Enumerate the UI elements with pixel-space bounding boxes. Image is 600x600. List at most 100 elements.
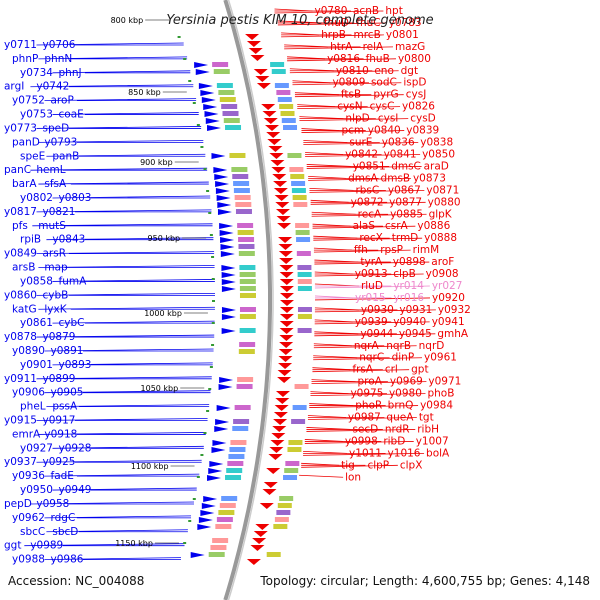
gene-label[interactable]: y0931 [399, 304, 432, 316]
gene-label[interactable]: araD [424, 160, 449, 172]
gene-label[interactable]: yr027 [432, 280, 463, 292]
gene-label[interactable]: ispD [403, 77, 426, 89]
gene-label[interactable]: proA [358, 376, 383, 388]
gene-label[interactable]: cysN [337, 101, 362, 113]
gene-label[interactable]: y0826 [402, 101, 435, 113]
gene-label[interactable]: clpB [393, 268, 416, 280]
gene-label[interactable]: nqrB [386, 340, 411, 352]
gene-label[interactable]: y0816 [327, 53, 360, 65]
gene-label[interactable]: y0842 [345, 148, 378, 160]
gene-label[interactable]: tig [341, 459, 355, 471]
gene-label[interactable]: y0899 [43, 373, 76, 385]
gene-label[interactable]: ftsB [341, 89, 361, 101]
gene-label[interactable]: y0836 [382, 137, 415, 149]
gene-label[interactable]: glpK [429, 208, 453, 220]
gene-label[interactable]: y0911 [4, 373, 37, 385]
gene-label[interactable]: y0958 [36, 498, 69, 510]
gene-label[interactable]: yr014 [393, 280, 424, 292]
gene-label[interactable]: brnQ [388, 400, 414, 412]
gene-label[interactable]: y0891 [51, 345, 84, 357]
gene-label[interactable]: dgt [401, 65, 418, 77]
gene-label[interactable]: arsR [43, 248, 67, 260]
gene-label[interactable]: dmsC [391, 160, 421, 172]
gene-label[interactable]: phoR [355, 400, 382, 412]
gene-label[interactable]: y0980 [389, 388, 422, 400]
gene-label[interactable]: y0928 [59, 442, 92, 454]
gene-label[interactable]: aroF [431, 256, 454, 268]
gene-label[interactable]: tyrA [360, 256, 383, 268]
gene-label[interactable]: rimM [413, 244, 440, 256]
gene-label[interactable]: y0879 [43, 331, 76, 343]
gene-label[interactable]: rpiB [20, 234, 41, 246]
gene-label[interactable]: y0753 [20, 109, 53, 121]
gene-label[interactable]: fhuD [324, 17, 349, 29]
gene-label[interactable]: y0838 [420, 137, 453, 149]
gene-label[interactable]: y0932 [438, 304, 471, 316]
gene-label[interactable]: y0913 [355, 268, 388, 280]
gene-label[interactable]: y0905 [51, 387, 84, 399]
gene-label[interactable]: y0841 [384, 148, 417, 160]
gene-label[interactable]: gmhA [437, 328, 469, 340]
gene-label[interactable]: y0780 [314, 5, 347, 17]
gene-label[interactable]: phoB [427, 388, 454, 400]
gene-label[interactable]: y0893 [59, 359, 92, 371]
gene-label[interactable]: phnP [12, 53, 38, 65]
gene-label[interactable]: cysI [378, 113, 399, 125]
gene-label[interactable]: nqrD [419, 340, 445, 352]
gene-label[interactable]: y0810 [336, 65, 369, 77]
gene-label[interactable]: emrA [12, 428, 41, 440]
gene-label[interactable]: rbsC [355, 184, 379, 196]
gene-label[interactable]: gpt [411, 364, 428, 376]
gene-label[interactable]: argI [4, 81, 24, 93]
gene-label[interactable]: hemL [36, 164, 65, 176]
gene-label[interactable]: pcm [341, 125, 364, 137]
gene-label[interactable]: y0898 [393, 256, 426, 268]
gene-label[interactable]: fadE [51, 470, 74, 482]
gene-label[interactable]: y0949 [59, 484, 92, 496]
gene-label[interactable]: bolA [426, 447, 450, 459]
gene-label[interactable]: y0984 [420, 400, 453, 412]
gene-label[interactable]: y0800 [398, 53, 431, 65]
gene-label[interactable]: nlpD [345, 113, 369, 125]
gene-label[interactable]: y0918 [44, 428, 77, 440]
gene-label[interactable]: y0880 [428, 196, 461, 208]
gene-label[interactable]: map [44, 262, 68, 274]
gene-label[interactable]: rpsP [380, 244, 403, 256]
gene-label[interactable]: katG [12, 303, 37, 315]
gene-label[interactable]: panB [52, 150, 79, 162]
gene-label[interactable]: queA [386, 412, 414, 424]
gene-label[interactable]: fhuB [366, 53, 390, 65]
gene-label[interactable]: lyxK [44, 303, 67, 315]
gene-label[interactable]: clpX [400, 459, 423, 471]
gene-label[interactable]: dinP [392, 352, 415, 364]
gene-label[interactable]: htrA [330, 41, 353, 53]
gene-label[interactable]: mutS [38, 220, 66, 232]
gene-label[interactable]: acnB [353, 5, 379, 17]
gene-label[interactable]: y0803 [59, 192, 92, 204]
gene-label[interactable]: y0886 [417, 220, 450, 232]
gene-label[interactable]: y0742 [36, 81, 69, 93]
gene-label[interactable]: secD [352, 423, 378, 435]
gene-label[interactable]: y0962 [12, 512, 45, 524]
gene-label[interactable]: tgt [419, 412, 434, 424]
gene-label[interactable]: pepD [4, 498, 32, 510]
gene-label[interactable]: fumA [59, 275, 88, 287]
gene-label[interactable]: y0885 [390, 208, 423, 220]
gene-label[interactable]: y0941 [432, 316, 465, 328]
gene-label[interactable]: y0950 [20, 484, 53, 496]
gene-label[interactable]: y0920 [432, 292, 465, 304]
gene-label[interactable]: y0987 [348, 412, 381, 424]
gene-label[interactable]: clpP [367, 459, 389, 471]
gene-label[interactable]: pssA [52, 401, 78, 413]
gene-label[interactable]: ffh [354, 244, 368, 256]
gene-label[interactable]: y0930 [361, 304, 394, 316]
gene-label[interactable]: sbcD [52, 526, 78, 538]
gene-label[interactable]: dmsB [381, 172, 411, 184]
gene-label[interactable]: panC [4, 164, 31, 176]
gene-label[interactable]: y0711 [4, 39, 37, 51]
gene-label[interactable]: y0901 [20, 359, 53, 371]
gene-label[interactable]: y0986 [51, 554, 84, 566]
gene-label[interactable]: y0915 [4, 415, 37, 427]
gene-label[interactable]: alaS [353, 220, 376, 232]
gene-label[interactable]: y0871 [426, 184, 459, 196]
